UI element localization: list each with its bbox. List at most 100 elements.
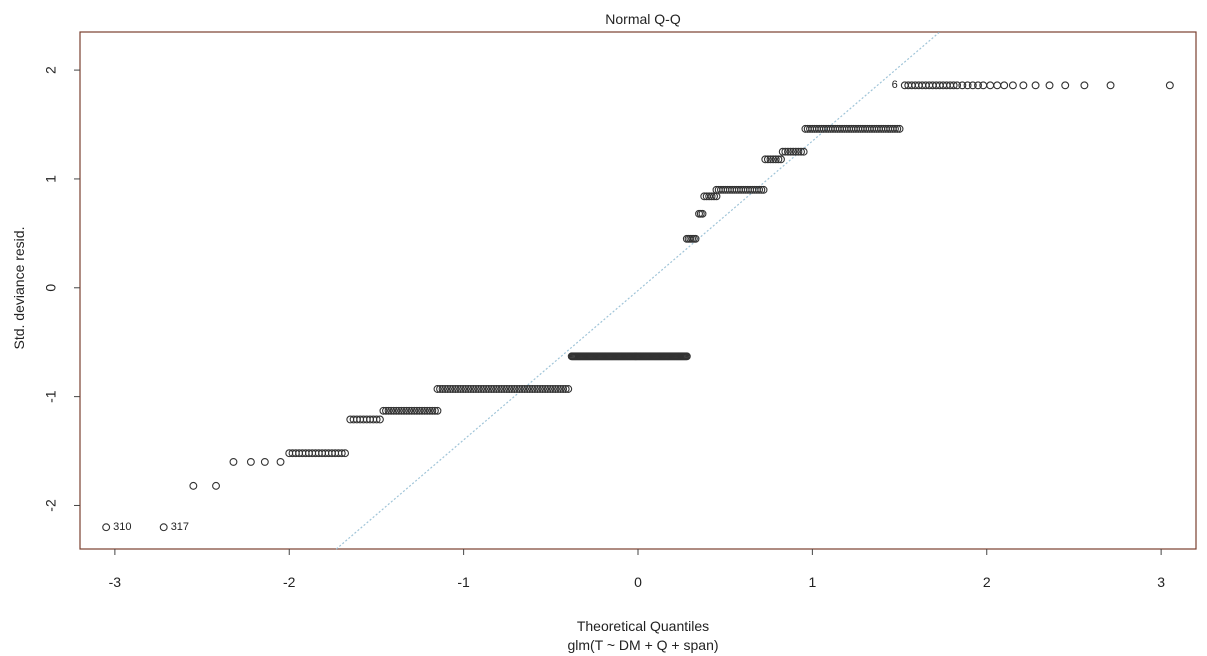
qq-point	[1061, 81, 1070, 90]
qq-point	[530, 385, 539, 393]
qq-point	[402, 406, 411, 415]
qq-point	[443, 385, 452, 393]
qq-point	[515, 385, 524, 393]
qq-point	[433, 385, 442, 393]
qq-point	[561, 385, 570, 393]
qq-point	[500, 385, 509, 393]
qq-point	[893, 124, 902, 133]
qq-point	[410, 406, 419, 415]
qq-point	[551, 385, 560, 393]
x-tick-label: 0	[634, 574, 642, 590]
qq-point	[276, 457, 285, 466]
qq-point	[341, 449, 349, 458]
qq-point	[791, 147, 800, 156]
qq-point	[446, 385, 455, 393]
qq-point	[1019, 81, 1028, 90]
qq-point	[474, 385, 483, 393]
qq-point	[993, 81, 1002, 90]
qq-point	[412, 406, 421, 415]
qq-point	[710, 192, 718, 201]
qq-point	[441, 385, 450, 393]
qq-point	[520, 385, 529, 393]
qq-point	[471, 385, 480, 393]
qq-point	[759, 185, 768, 194]
qq-point	[536, 385, 544, 393]
y-tick-label: -1	[43, 390, 59, 403]
reference-line-layer	[335, 31, 941, 550]
y-tick-label: 2	[43, 66, 59, 74]
qq-point	[423, 406, 432, 415]
x-tick-label: -2	[283, 574, 296, 590]
qq-point	[479, 385, 488, 393]
qq-point	[337, 449, 346, 458]
qq-point	[497, 385, 506, 393]
qq-point	[769, 155, 778, 164]
qq-point	[418, 406, 426, 415]
x-tick-label: 2	[983, 574, 991, 590]
qq-point	[546, 385, 555, 393]
qq-point	[974, 81, 982, 90]
qq-point	[492, 385, 501, 393]
qq-point	[384, 406, 393, 415]
qq-point	[953, 81, 962, 90]
qq-point	[438, 385, 447, 393]
point-label: 310	[113, 521, 131, 533]
qq-point	[1165, 81, 1174, 90]
qq-point	[389, 406, 398, 415]
qq-point	[986, 81, 995, 90]
qq-point	[502, 385, 511, 393]
qq-point	[375, 415, 384, 424]
y-tick-label: 1	[43, 175, 59, 183]
qq-point	[963, 81, 972, 90]
y-axis-label: Std. deviance resid.	[11, 227, 27, 350]
qq-point	[778, 147, 787, 156]
qq-point	[781, 147, 790, 156]
qq-point	[159, 523, 168, 532]
qq-point	[212, 481, 220, 490]
qq-point	[464, 385, 473, 393]
qq-point	[459, 385, 468, 393]
point-label: 6	[892, 79, 898, 91]
qq-point	[1008, 81, 1017, 90]
reference-line	[335, 31, 941, 550]
qq-point	[698, 209, 707, 218]
qq-point	[246, 457, 255, 466]
qq-point	[554, 385, 562, 393]
qq-point	[430, 406, 439, 415]
qq-point	[382, 406, 390, 415]
qq-point	[448, 385, 457, 393]
qq-point	[794, 147, 803, 156]
qq-point	[466, 385, 475, 393]
qq-point	[420, 406, 429, 415]
x-tick-label: 1	[808, 574, 816, 590]
qq-point	[761, 155, 770, 164]
qq-point	[379, 406, 388, 415]
qq-point	[102, 523, 111, 532]
qq-point	[784, 147, 792, 156]
qq-point	[777, 155, 785, 164]
point-label: 317	[171, 521, 189, 533]
qq-point	[489, 385, 498, 393]
x-axis-label: Theoretical Quantiles	[577, 618, 709, 634]
y-tick-label: 0	[43, 284, 59, 292]
qq-point	[1031, 81, 1040, 90]
qq-point	[755, 185, 764, 194]
qq-point	[461, 385, 470, 393]
qq-point	[469, 385, 478, 393]
qq-point	[189, 481, 198, 490]
qq-point	[895, 124, 904, 133]
qq-point	[1000, 81, 1009, 90]
qq-point	[260, 457, 269, 466]
qq-point	[436, 385, 444, 393]
qq-point	[415, 406, 424, 415]
qq-point	[433, 406, 442, 415]
qq-point	[789, 147, 798, 156]
qq-point	[518, 385, 527, 393]
qq-point	[707, 192, 716, 201]
qq-point	[766, 155, 775, 164]
qq-point	[372, 415, 381, 424]
qq-point	[400, 406, 408, 415]
qq-point	[564, 385, 573, 393]
x-tick-label: 3	[1157, 574, 1165, 590]
qq-point	[891, 124, 899, 133]
